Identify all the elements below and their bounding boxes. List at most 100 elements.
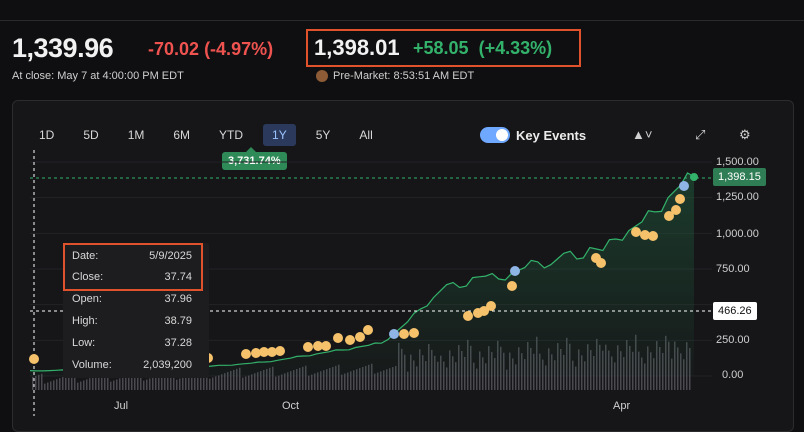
range-1y[interactable]: 1Y	[263, 124, 296, 146]
volume-bar	[365, 365, 367, 390]
volume-bar	[173, 369, 175, 390]
volume-bar	[305, 365, 307, 390]
key-event-marker	[679, 181, 689, 191]
volume-bar	[119, 378, 121, 390]
tooltip-open: Open: 37.96	[72, 293, 192, 305]
toggle-knob	[496, 129, 508, 141]
volume-bar	[320, 371, 322, 390]
volume-bar	[278, 375, 280, 390]
volume-bar	[506, 369, 508, 390]
volume-bar	[323, 370, 325, 390]
volume-bar	[614, 362, 616, 390]
volume-bar	[65, 376, 67, 390]
volume-bar	[257, 372, 259, 390]
volume-bar	[152, 377, 154, 390]
volume-bar	[191, 374, 193, 390]
range-ytd[interactable]: YTD	[219, 128, 244, 142]
volume-bar	[104, 372, 106, 390]
volume-bar	[170, 370, 172, 390]
volume-bar	[125, 376, 127, 390]
volume-bar	[215, 376, 217, 390]
volume-bar	[356, 369, 358, 390]
key-event-marker	[345, 335, 355, 345]
key-event-marker	[648, 231, 658, 241]
chart-type-icon[interactable]: ▲˅	[632, 127, 653, 142]
volume-bar	[155, 376, 157, 390]
volume-bar	[218, 375, 220, 390]
volume-bar	[389, 368, 391, 390]
volume-bar	[287, 372, 289, 390]
tooltip-close: Close: 37.74	[72, 271, 192, 283]
volume-bar	[224, 373, 226, 390]
y-tick-750: 750.00	[716, 263, 750, 275]
key-events-label: Key Events	[516, 128, 587, 143]
key-event-marker	[355, 332, 365, 342]
volume-bar	[230, 371, 232, 390]
volume-bar	[341, 374, 343, 390]
key-event-marker	[363, 325, 373, 335]
volume-bar	[644, 363, 646, 390]
range-1m[interactable]: 1M	[127, 128, 145, 142]
volume-bar	[197, 372, 199, 390]
volume-bar	[347, 372, 349, 390]
volume-bar	[446, 367, 448, 390]
volume-bar	[386, 369, 388, 390]
volume-bar	[233, 369, 235, 390]
volume-bar	[134, 372, 136, 390]
volume-bar	[473, 362, 475, 390]
gear-icon[interactable]: ⚙	[739, 127, 751, 142]
volume-bar	[317, 372, 319, 390]
last-price-dot	[690, 173, 698, 181]
volume-bar	[515, 364, 517, 390]
volume-bar	[161, 374, 163, 390]
expand-icon[interactable]: ⤢	[695, 127, 706, 142]
key-events-toggle[interactable]	[480, 127, 510, 143]
volume-bar	[227, 372, 229, 390]
volume-bar	[272, 366, 274, 390]
y-tick-1250: 1,250.00	[716, 191, 759, 203]
range-5y[interactable]: 5Y	[315, 128, 331, 142]
volume-bar	[251, 374, 253, 390]
key-event-marker	[267, 347, 277, 357]
volume-bar	[221, 374, 223, 390]
volume-bar	[53, 380, 55, 390]
volume-bar	[344, 373, 346, 390]
key-event-marker	[486, 301, 496, 311]
key-event-marker	[389, 329, 399, 339]
volume-bar	[149, 378, 151, 390]
volume-bar	[314, 373, 316, 390]
key-event-marker	[479, 306, 489, 316]
volume-bar	[338, 364, 340, 390]
volume-bar	[200, 370, 202, 390]
volume-bar	[146, 379, 148, 390]
premarket-timestamp: Pre-Market: 8:53:51 AM EDT	[316, 70, 474, 82]
key-event-marker	[510, 266, 520, 276]
volume-bar	[248, 375, 250, 390]
key-event-marker	[631, 227, 641, 237]
x-tick-apr: Apr	[613, 400, 631, 412]
volume-bar	[185, 376, 187, 390]
key-event-marker	[409, 328, 419, 338]
volume-bar	[167, 371, 169, 390]
volume-bar	[110, 381, 112, 390]
volume-bar	[107, 371, 109, 390]
hover-price-tag: 466.26	[713, 302, 757, 320]
premarket-change: +58.05 (+4.33%)	[413, 38, 553, 58]
key-event-marker	[463, 311, 473, 321]
volume-bar	[407, 371, 409, 390]
close-change: -70.02 (-4.97%)	[148, 39, 274, 59]
volume-bar	[242, 377, 244, 390]
range-6m[interactable]: 6M	[173, 128, 191, 142]
volume-bar	[371, 363, 373, 390]
range-all[interactable]: All	[359, 128, 373, 142]
volume-bar	[476, 368, 478, 390]
volume-bar	[545, 365, 547, 390]
range-1d[interactable]: 1D	[39, 128, 55, 142]
range-5d[interactable]: 5D	[83, 128, 99, 142]
volume-bar	[281, 374, 283, 390]
volume-bar	[77, 382, 79, 390]
volume-bar	[392, 367, 394, 390]
key-event-marker	[333, 333, 343, 343]
volume-bar	[56, 379, 58, 390]
volume-bar	[263, 370, 265, 390]
